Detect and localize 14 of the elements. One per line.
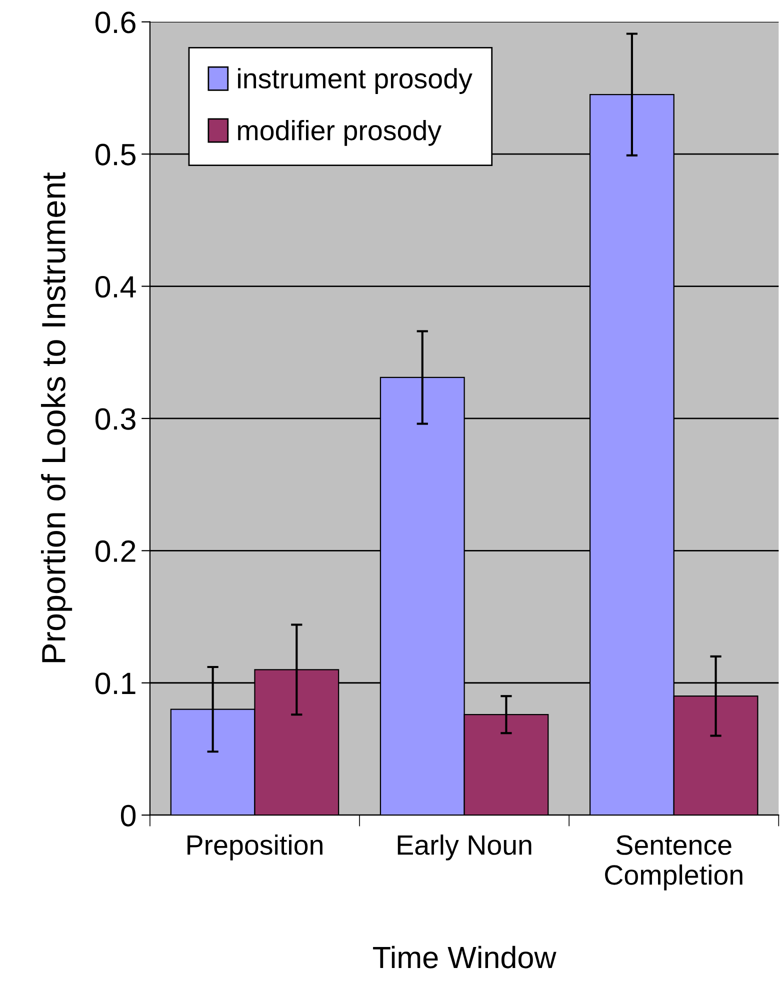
legend-label: instrument prosody (238, 68, 472, 94)
y-tick-label: 0 (120, 804, 136, 826)
y-tick-label: 0.3 (95, 408, 136, 430)
y-axis-title: Proportion of Looks to Instrument (40, 172, 72, 662)
x-tick-label: Early Noun (398, 834, 532, 860)
x-tick-label: Preposition (188, 834, 322, 860)
y-tick-label: 0.6 (95, 12, 136, 34)
x-tick-label: Sentence Completion (605, 835, 742, 890)
legend-label: modifier prosody (238, 120, 442, 146)
y-tick-label: 0.2 (95, 540, 136, 562)
y-tick-label: 0.1 (95, 672, 136, 694)
y-tick-label: 0.5 (95, 144, 136, 166)
x-axis-title: Time Window (373, 946, 556, 968)
y-tick-label: 0.4 (95, 276, 136, 298)
